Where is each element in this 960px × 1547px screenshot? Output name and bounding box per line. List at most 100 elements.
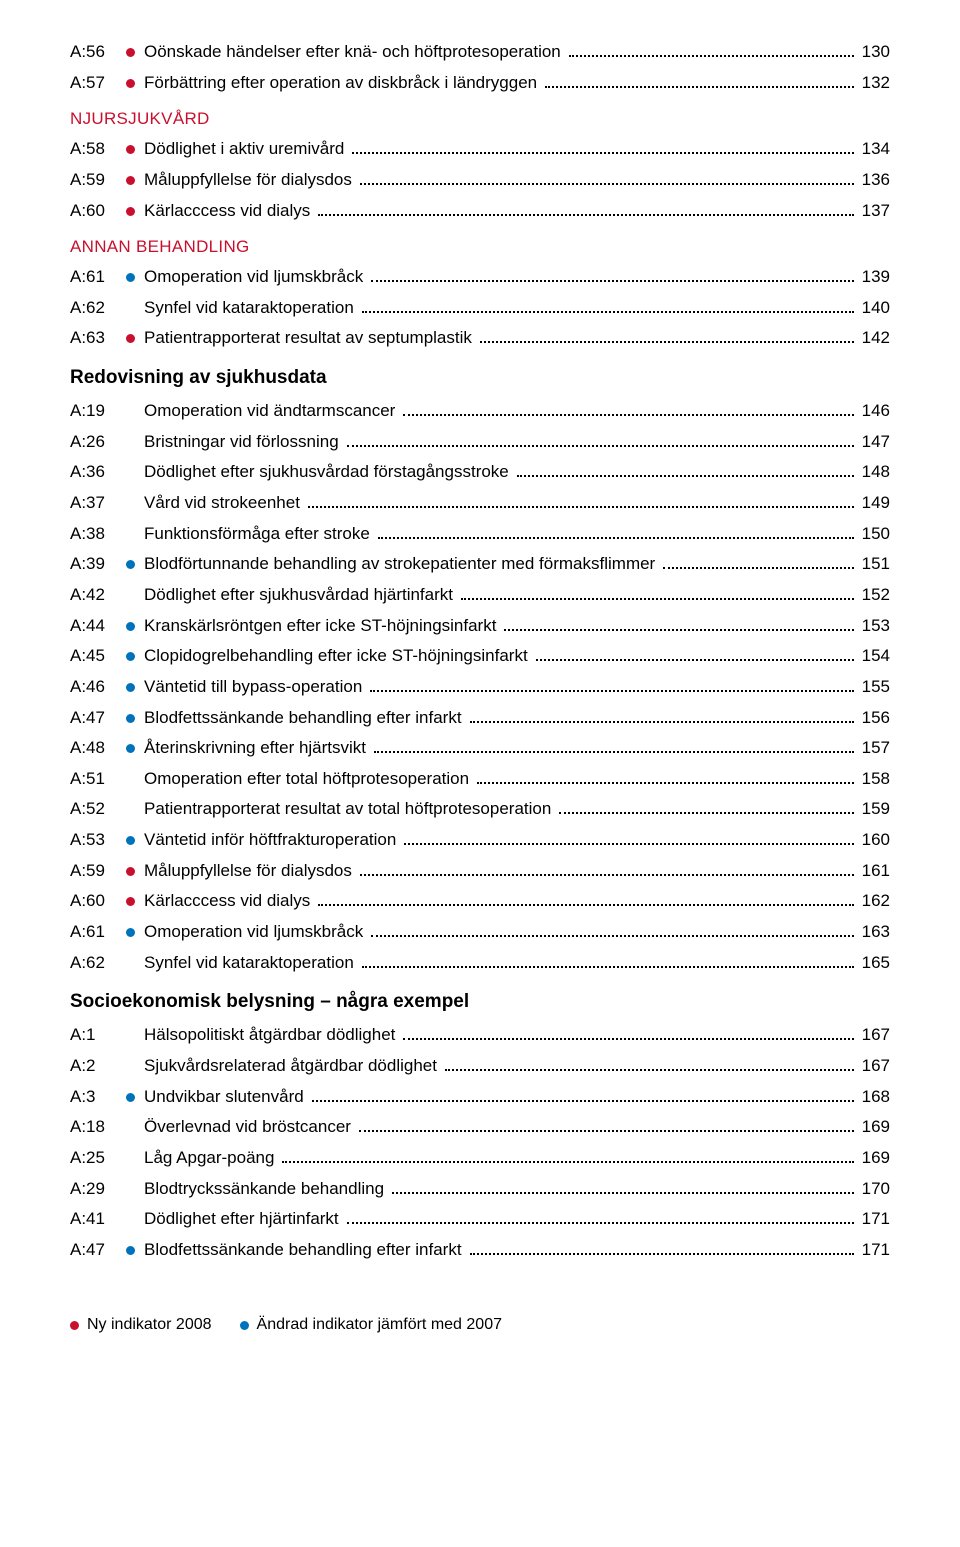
entry-marker bbox=[126, 1246, 144, 1255]
bold-heading: Socioekonomisk belysning – några exempel bbox=[70, 991, 890, 1013]
toc-entry: A:25Låg Apgar-poäng169 bbox=[70, 1146, 890, 1171]
entry-code: A:18 bbox=[70, 1115, 126, 1140]
toc-entry: A:62Synfel vid kataraktoperation165 bbox=[70, 951, 890, 976]
entry-marker bbox=[126, 334, 144, 343]
leader-dots bbox=[352, 152, 853, 154]
blue-dot-icon bbox=[126, 836, 135, 845]
entry-page: 167 bbox=[858, 1054, 890, 1079]
entry-page: 130 bbox=[858, 40, 890, 65]
leader-dots bbox=[318, 904, 853, 906]
entry-title: Väntetid till bypass-operation bbox=[144, 675, 366, 700]
entry-title: Dödlighet i aktiv uremivård bbox=[144, 137, 348, 162]
toc-entry: A:44Kranskärlsröntgen efter icke ST-höjn… bbox=[70, 614, 890, 639]
entry-code: A:47 bbox=[70, 1238, 126, 1263]
entry-page: 159 bbox=[858, 797, 890, 822]
entry-page: 142 bbox=[858, 326, 890, 351]
entry-page: 139 bbox=[858, 265, 890, 290]
entry-code: A:36 bbox=[70, 460, 126, 485]
toc-entry: A:36Dödlighet efter sjukhusvårdad första… bbox=[70, 460, 890, 485]
bold-heading: Redovisning av sjukhusdata bbox=[70, 367, 890, 389]
entry-page: 134 bbox=[858, 137, 890, 162]
toc-entry: A:61Omoperation vid ljumskbråck163 bbox=[70, 920, 890, 945]
leader-dots bbox=[517, 475, 854, 477]
legend-label: Ny indikator 2008 bbox=[87, 1316, 212, 1334]
toc-entry: A:60Kärlacccess vid dialys162 bbox=[70, 889, 890, 914]
entry-code: A:41 bbox=[70, 1207, 126, 1232]
entry-page: 168 bbox=[858, 1085, 890, 1110]
entry-title: Blodförtunnande behandling av strokepati… bbox=[144, 552, 659, 577]
leader-dots bbox=[403, 414, 853, 416]
section-heading: ANNAN BEHANDLING bbox=[70, 237, 890, 257]
entry-title: Måluppfyllelse för dialysdos bbox=[144, 168, 356, 193]
entry-code: A:61 bbox=[70, 920, 126, 945]
entry-code: A:46 bbox=[70, 675, 126, 700]
entry-code: A:60 bbox=[70, 199, 126, 224]
entry-page: 171 bbox=[858, 1207, 890, 1232]
entry-title: Låg Apgar-poäng bbox=[144, 1146, 278, 1171]
toc-entry: A:53Väntetid inför höftfrakturoperation1… bbox=[70, 828, 890, 853]
leader-dots bbox=[347, 1222, 854, 1224]
leader-dots bbox=[480, 341, 854, 343]
entry-title: Dödlighet efter hjärtinfarkt bbox=[144, 1207, 343, 1232]
entry-code: A:45 bbox=[70, 644, 126, 669]
blue-dot-icon bbox=[126, 622, 135, 631]
entry-marker bbox=[126, 79, 144, 88]
entry-page: 146 bbox=[858, 399, 890, 424]
toc-entry: A:1Hälsopolitiskt åtgärdbar dödlighet167 bbox=[70, 1023, 890, 1048]
toc-entry: A:56Oönskade händelser efter knä- och hö… bbox=[70, 40, 890, 65]
leader-dots bbox=[308, 506, 854, 508]
entry-code: A:26 bbox=[70, 430, 126, 455]
blue-dot-icon bbox=[126, 1246, 135, 1255]
red-dot-icon bbox=[126, 145, 135, 154]
entry-code: A:62 bbox=[70, 296, 126, 321]
toc-entry: A:29Blodtryckssänkande behandling170 bbox=[70, 1177, 890, 1202]
legend-item-new: Ny indikator 2008 bbox=[70, 1316, 212, 1334]
leader-dots bbox=[359, 1130, 854, 1132]
red-dot-icon bbox=[126, 897, 135, 906]
entry-title: Väntetid inför höftfrakturoperation bbox=[144, 828, 400, 853]
entry-page: 158 bbox=[858, 767, 890, 792]
entry-marker bbox=[126, 897, 144, 906]
leader-dots bbox=[362, 966, 854, 968]
entry-code: A:19 bbox=[70, 399, 126, 424]
red-dot-icon bbox=[126, 207, 135, 216]
entry-page: 147 bbox=[858, 430, 890, 455]
entry-code: A:57 bbox=[70, 71, 126, 96]
entry-title: Dödlighet efter sjukhusvårdad hjärtinfar… bbox=[144, 583, 457, 608]
entry-marker bbox=[126, 207, 144, 216]
entry-title: Kärlacccess vid dialys bbox=[144, 889, 314, 914]
toc-entry: A:51Omoperation efter total höftprotesop… bbox=[70, 767, 890, 792]
entry-page: 162 bbox=[858, 889, 890, 914]
toc-entry: A:2Sjukvårdsrelaterad åtgärdbar dödlighe… bbox=[70, 1054, 890, 1079]
toc-entry: A:58 Dödlighet i aktiv uremivård 134 bbox=[70, 137, 890, 162]
entry-page: 169 bbox=[858, 1115, 890, 1140]
entry-page: 157 bbox=[858, 736, 890, 761]
entry-page: 132 bbox=[858, 71, 890, 96]
legend-dot-blue bbox=[240, 1321, 249, 1330]
entry-marker bbox=[126, 176, 144, 185]
blue-dot-icon bbox=[126, 560, 135, 569]
entry-marker bbox=[126, 683, 144, 692]
blue-dot-icon bbox=[126, 683, 135, 692]
leader-dots bbox=[536, 659, 854, 661]
toc-entry: A:52Patientrapporterat resultat av total… bbox=[70, 797, 890, 822]
entry-code: A:58 bbox=[70, 137, 126, 162]
entry-title: Clopidogrelbehandling efter icke ST-höjn… bbox=[144, 644, 532, 669]
entry-page: 160 bbox=[858, 828, 890, 853]
toc-entry: A:47Blodfettssänkande behandling efter i… bbox=[70, 706, 890, 731]
entry-title: Patientrapporterat resultat av septumpla… bbox=[144, 326, 476, 351]
entry-marker bbox=[126, 714, 144, 723]
entry-page: 155 bbox=[858, 675, 890, 700]
entry-code: A:61 bbox=[70, 265, 126, 290]
leader-dots bbox=[403, 1038, 853, 1040]
entry-title: Kärlacccess vid dialys bbox=[144, 199, 314, 224]
entry-title: Synfel vid kataraktoperation bbox=[144, 951, 358, 976]
entry-page: 161 bbox=[858, 859, 890, 884]
entry-page: 136 bbox=[858, 168, 890, 193]
leader-dots bbox=[362, 311, 854, 313]
entry-code: A:37 bbox=[70, 491, 126, 516]
entry-title: Synfel vid kataraktoperation bbox=[144, 296, 358, 321]
blue-dot-icon bbox=[126, 652, 135, 661]
leader-dots bbox=[312, 1100, 854, 1102]
entry-page: 153 bbox=[858, 614, 890, 639]
